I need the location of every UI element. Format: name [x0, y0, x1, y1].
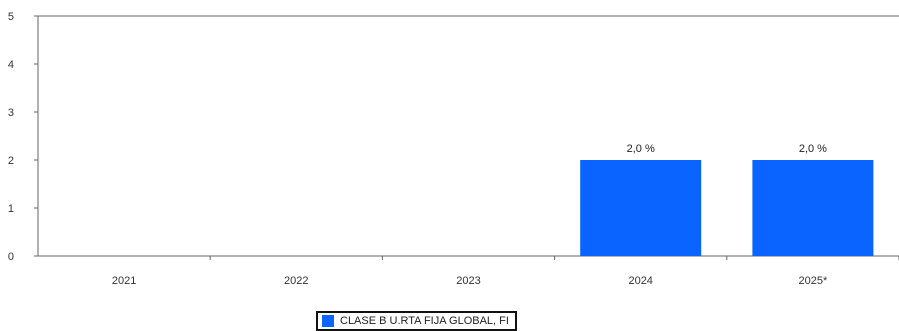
x-tick-label: 2023	[456, 275, 480, 287]
x-tick-label: 2021	[112, 275, 136, 287]
legend-label: CLASE B U.RTA FIJA GLOBAL, FI	[340, 315, 509, 327]
bar-series	[580, 160, 874, 256]
y-tick-label: 2	[8, 155, 14, 167]
data-labels: 2,0 % 2,0 %	[627, 143, 828, 155]
bar	[752, 160, 874, 256]
y-tick-label: 5	[8, 11, 14, 23]
bar	[580, 160, 702, 256]
y-axis: 0 1 2 3 4 5	[8, 11, 899, 263]
x-tick-label: 2025*	[799, 275, 828, 287]
x-tick-label: 2024	[628, 275, 652, 287]
bar-chart: 0 1 2 3 4 5 2021 2022 2023 2024 2025* 2,0 % 2,0 %	[8, 11, 899, 287]
x-tick-label: 2022	[284, 275, 308, 287]
y-tick-label: 4	[8, 59, 14, 71]
y-tick-label: 1	[8, 203, 14, 215]
bar-data-label: 2,0 %	[627, 143, 655, 155]
y-tick-label: 0	[8, 251, 14, 263]
legend-swatch	[322, 315, 334, 327]
y-tick-label: 3	[8, 107, 14, 119]
bar-data-label: 2,0 %	[799, 143, 827, 155]
x-axis: 2021 2022 2023 2024 2025*	[38, 255, 899, 287]
legend: CLASE B U.RTA FIJA GLOBAL, FI	[316, 311, 517, 331]
